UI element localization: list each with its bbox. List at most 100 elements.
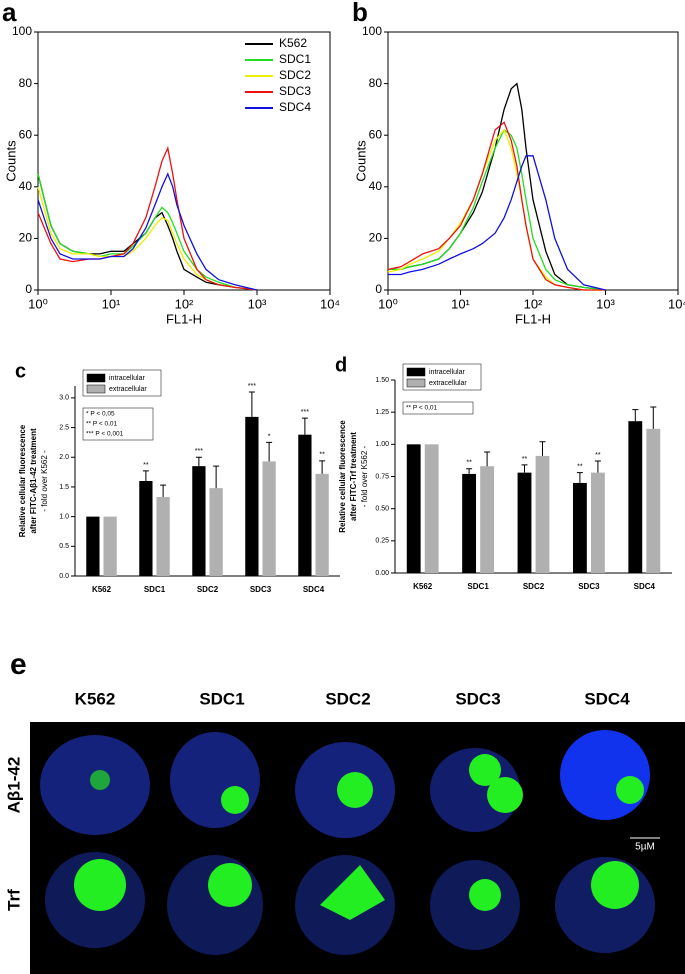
histogram-line bbox=[37, 173, 258, 291]
x-tick-label: 10³ bbox=[248, 296, 267, 311]
y-tick-label: 80 bbox=[19, 76, 33, 90]
y-axis-label: after FITC-Trf treatment bbox=[349, 432, 358, 521]
y-tick-label: 80 bbox=[369, 76, 383, 90]
histogram-line bbox=[388, 155, 606, 291]
error-bar bbox=[484, 451, 491, 467]
x-tick-label: 10¹ bbox=[451, 296, 470, 311]
x-tick-label: 10⁰ bbox=[378, 296, 398, 311]
x-tick-label: SDC4 bbox=[634, 582, 656, 591]
y-axis-label: - fold over K562 - bbox=[360, 445, 369, 507]
bar bbox=[245, 416, 259, 576]
bar bbox=[406, 444, 421, 573]
row-label: Trf bbox=[4, 889, 23, 911]
row-1: 5µM bbox=[40, 730, 660, 853]
y-tick-label: 100 bbox=[12, 24, 32, 38]
histogram-line bbox=[37, 145, 258, 291]
y-tick-label: 60 bbox=[369, 127, 383, 141]
x-tick-label: 10⁰ bbox=[28, 296, 48, 311]
spot bbox=[469, 754, 501, 786]
bar bbox=[209, 488, 223, 576]
y-tick-label: 20 bbox=[19, 231, 33, 245]
x-tick-label: SDC2 bbox=[523, 582, 545, 591]
y-tick-label: 0.25 bbox=[375, 538, 389, 545]
y-tick-label: 2.5 bbox=[59, 424, 69, 431]
y-tick-label: 0.50 bbox=[375, 506, 389, 513]
panel-label: c bbox=[15, 360, 26, 382]
x-axis-label: FL1-H bbox=[515, 311, 551, 326]
histogram-line bbox=[388, 82, 606, 291]
bar bbox=[156, 497, 170, 576]
x-tick-label: SDC4 bbox=[303, 585, 325, 594]
bar bbox=[628, 421, 643, 573]
y-axis-label: Relative cellular fluorescence bbox=[18, 424, 27, 537]
x-axis-label: FL1-H bbox=[166, 311, 202, 326]
note: ** P < 0,01 bbox=[406, 405, 438, 412]
micrographs: 5µM e K562 SDC1 SDC2 SDC3 SDC4 Aβ1-42 Tr… bbox=[4, 648, 685, 974]
y-tick-label: 40 bbox=[369, 179, 383, 193]
legend-label: extracellular bbox=[429, 380, 467, 387]
y-tick-label: 1.5 bbox=[59, 484, 69, 491]
bar bbox=[192, 466, 206, 576]
error-bar bbox=[160, 484, 167, 498]
panel-label: a bbox=[2, 0, 17, 27]
error-bar bbox=[594, 460, 601, 473]
significance: ** bbox=[466, 460, 472, 467]
y-axis-label: - fold over K562 - bbox=[40, 450, 49, 512]
bar bbox=[139, 481, 153, 576]
significance: ** bbox=[577, 463, 583, 470]
bar bbox=[298, 434, 312, 576]
error-bar bbox=[195, 456, 202, 467]
histogram-line bbox=[388, 129, 606, 291]
bar bbox=[590, 472, 605, 573]
x-tick-label: 10⁴ bbox=[320, 296, 340, 311]
error-bar bbox=[521, 464, 528, 473]
y-tick-label: 0.5 bbox=[59, 543, 69, 550]
significance: ** bbox=[595, 452, 601, 459]
nucleus bbox=[170, 732, 260, 828]
x-tick-label: SDC1 bbox=[144, 585, 166, 594]
note: * P < 0,05 bbox=[86, 411, 115, 418]
spot bbox=[337, 772, 373, 808]
error-bar bbox=[576, 472, 583, 483]
error-bar bbox=[266, 441, 273, 462]
y-tick-label: 20 bbox=[369, 231, 383, 245]
legend-label: intracellular bbox=[109, 375, 145, 382]
note: *** P < 0,001 bbox=[86, 431, 124, 438]
x-tick-label: K562 bbox=[92, 585, 112, 594]
y-tick-label: 0.75 bbox=[375, 473, 389, 480]
spot bbox=[591, 861, 639, 909]
column-label: SDC1 bbox=[199, 689, 244, 708]
significance: *** bbox=[248, 383, 256, 390]
bar bbox=[480, 466, 495, 573]
y-tick-label: 1.00 bbox=[375, 441, 389, 448]
x-tick-label: SDC2 bbox=[197, 585, 219, 594]
y-axis-label: Relative cellular fluorescence bbox=[338, 420, 347, 533]
bar bbox=[517, 472, 532, 573]
legend-swatch bbox=[86, 373, 106, 383]
legend-label: SDC3 bbox=[279, 84, 311, 98]
x-tick-label: 10³ bbox=[596, 296, 615, 311]
scale-bar-label: 5µM bbox=[635, 842, 655, 853]
x-tick-label: 10² bbox=[175, 296, 194, 311]
x-tick-label: SDC1 bbox=[467, 582, 489, 591]
error-bar bbox=[539, 441, 546, 456]
x-tick-label: 10⁴ bbox=[668, 296, 685, 311]
legend-swatch bbox=[406, 367, 426, 377]
bar bbox=[535, 455, 550, 573]
error-bar bbox=[319, 460, 326, 474]
histogram-line bbox=[387, 128, 606, 291]
note-frame bbox=[402, 401, 474, 415]
note-frame bbox=[82, 407, 154, 441]
nucleus bbox=[560, 730, 650, 820]
error-bar bbox=[466, 468, 473, 474]
column-label: SDC4 bbox=[584, 689, 630, 708]
spot bbox=[320, 865, 385, 920]
error-bar bbox=[248, 391, 255, 417]
legend-swatch bbox=[86, 384, 106, 394]
spot bbox=[487, 777, 523, 813]
spot bbox=[221, 786, 249, 814]
spot bbox=[90, 770, 110, 790]
bar bbox=[315, 473, 329, 576]
panel-label: d bbox=[335, 354, 347, 376]
